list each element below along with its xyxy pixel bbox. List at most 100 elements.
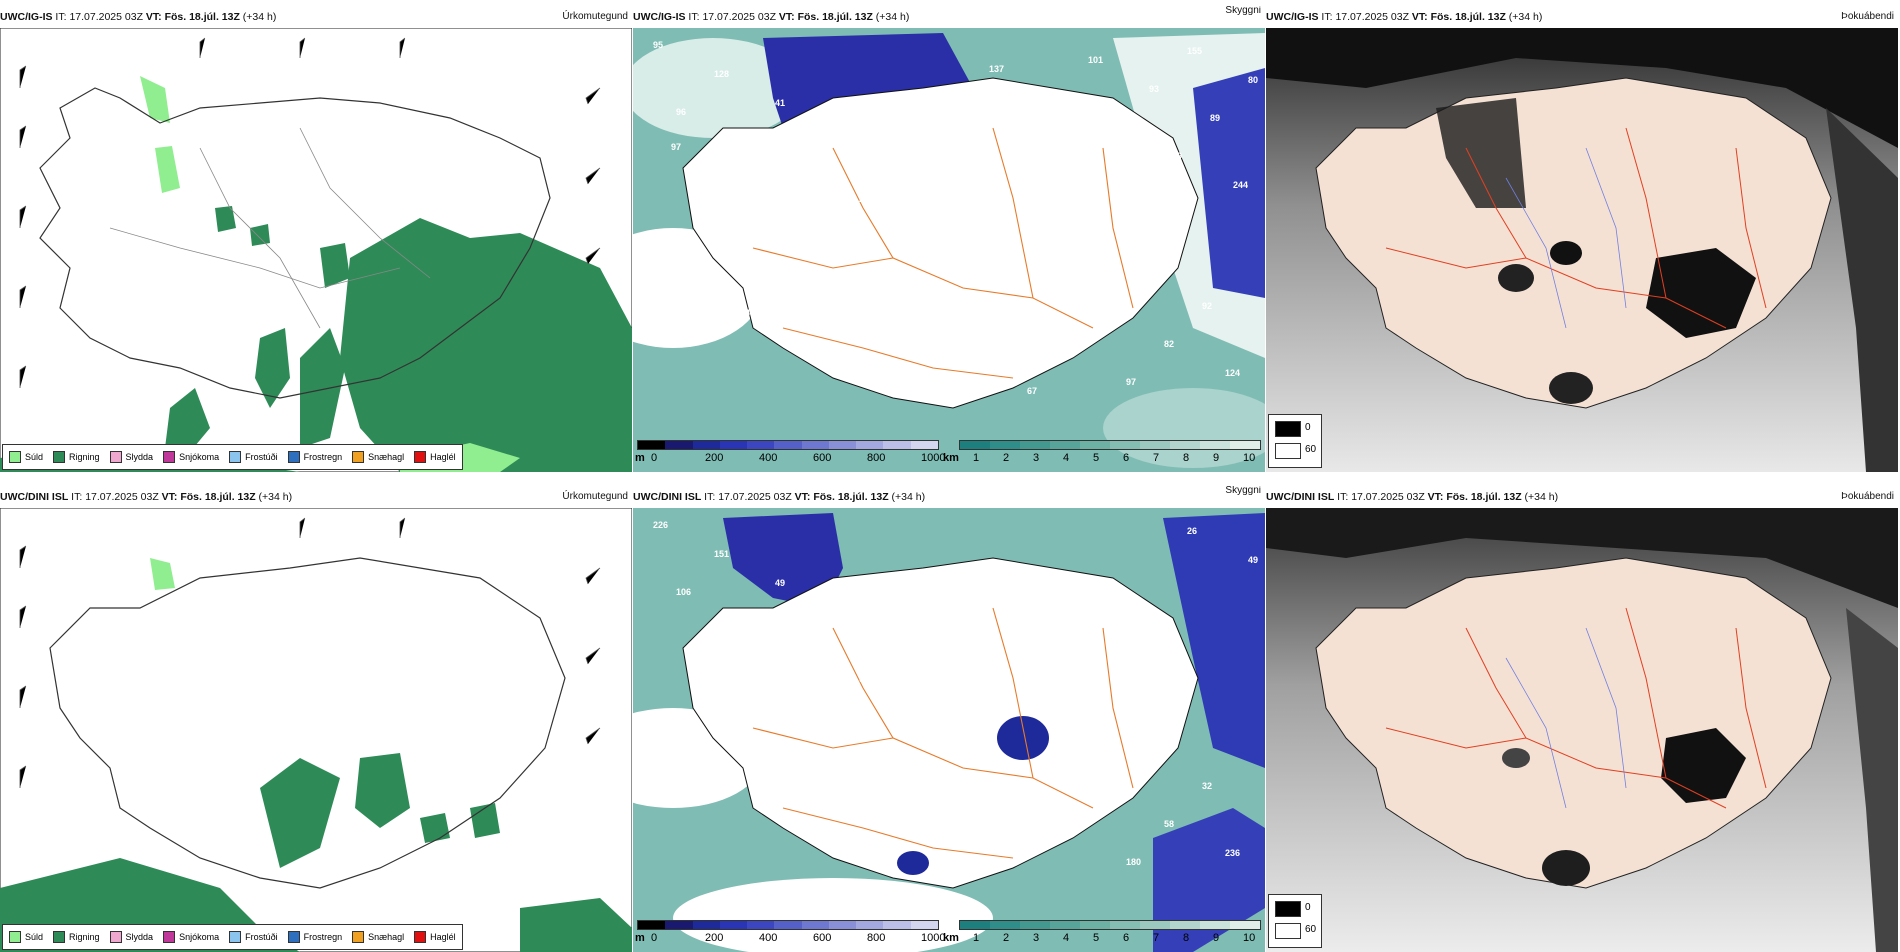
panel-title: Þokuábendi: [1841, 11, 1894, 22]
cloud-base-label: 41: [775, 98, 785, 108]
cloud-base-label: 49: [1042, 761, 1052, 771]
fog-map: 0 60: [1266, 508, 1898, 952]
panel-header: UWC/IG-IS IT: 17.07.2025 03Z VT: Fös. 18…: [633, 6, 1265, 28]
vt-value: Fös. 18.júl. 13Z: [164, 11, 240, 23]
cloud-base-label: 72: [943, 290, 953, 300]
visibility_scale-tick: 10: [1243, 932, 1256, 944]
legend-item-sleet: Slydda: [109, 931, 153, 943]
cloud-base-label: 93: [1149, 84, 1159, 94]
cloud-base-label: 180: [1126, 857, 1141, 867]
panel-title: Skyggni: [1225, 486, 1261, 496]
fog-map: 0 60: [1266, 28, 1898, 472]
visibility_scale-tick: 8: [1183, 932, 1190, 944]
cloud-base-label: 144: [928, 395, 943, 405]
visibility_scale-tick: 7: [1153, 452, 1160, 464]
cloud_base_scale-tick: 600: [813, 452, 832, 464]
visibility-unit: km: [943, 452, 959, 464]
cloud-base-label: 236: [1225, 848, 1240, 858]
model-name: UWC/DINI ISL: [0, 491, 69, 503]
visibility_scale-tick: 7: [1153, 932, 1160, 944]
fog-legend-swatch-low: [1275, 901, 1301, 917]
legend-item-freezing-drizzle: Frostúði: [229, 451, 278, 463]
panel-title: Úrkomutegund: [562, 491, 628, 502]
visibility_scale-tick: 10: [1243, 452, 1256, 464]
cloud-base-label: 159: [1042, 281, 1057, 291]
cloud-base-label: 26: [1187, 526, 1197, 536]
legend-item-freezing-rain: Frostregn: [287, 931, 342, 943]
lead-time: (+34 h): [242, 11, 277, 23]
cloud-base-label: 155: [1187, 46, 1202, 56]
it-label: IT:: [688, 11, 700, 23]
cloud-base-label: 151: [714, 549, 729, 559]
vt-label: VT:: [145, 11, 162, 23]
lead-time: (+34 h): [258, 491, 293, 503]
vt-label: VT:: [1427, 491, 1444, 503]
vt-value: Fös. 18.júl. 13Z: [813, 491, 889, 503]
visibility_scale-tick: 4: [1063, 452, 1070, 464]
cloud-base-label: 40: [745, 308, 755, 318]
visibility_scale-tick: 5: [1093, 452, 1100, 464]
visibility_scale-tick: 9: [1213, 932, 1220, 944]
cloud-base-label: 49: [1248, 555, 1258, 565]
legend-item-snow: Snjókoma: [163, 451, 219, 463]
cloud_base_scale-tick: 200: [705, 452, 724, 464]
cloud-base-label: 244: [1233, 180, 1248, 190]
precip-legend: Súld Rigning Slydda Snjókoma Frostúði Fr…: [2, 924, 463, 950]
fog-legend-low: 0: [1305, 422, 1311, 433]
legend-item-rain: Rigning: [53, 451, 100, 463]
cloud-base-label: 96: [676, 107, 686, 117]
cloud-base-label: 51: [981, 732, 991, 742]
cloud-base-label: 39: [1141, 752, 1151, 762]
it-label: IT:: [55, 11, 67, 23]
panel-title: Þokuábendi: [1841, 491, 1894, 502]
fog-legend-swatch-high: [1275, 443, 1301, 459]
it-value: 17.07.2025 03Z: [1335, 11, 1409, 23]
fog-legend: 0 60: [1268, 414, 1322, 468]
it-value: 17.07.2025 03Z: [1351, 491, 1425, 503]
visibility-colorbar: [959, 440, 1261, 450]
cloud-base-label: 119: [867, 366, 882, 376]
cloud-base-label: 42: [722, 241, 732, 251]
cloud-base-label: 116: [722, 721, 737, 731]
cloud-base-label: 226: [653, 520, 668, 530]
model-name: UWC/IG-IS: [0, 11, 53, 23]
cloud-base-label: 219: [1004, 799, 1019, 809]
visibility_scale-tick: 1: [973, 932, 980, 944]
visibility_scale-tick: 2: [1003, 932, 1010, 944]
cloud-base-label: 90: [897, 636, 907, 646]
cloud-base-label: 68: [905, 328, 915, 338]
cloud-base-label: 47: [1050, 93, 1060, 103]
cloud-base-label: 125: [737, 616, 752, 626]
cloud_base_scale-tick: 400: [759, 932, 778, 944]
cloud-base-label: 48: [920, 703, 930, 713]
vt-label: VT:: [1411, 11, 1428, 23]
clouds-map: 226 151 49 327 90 113 33 40 39 32 106 125 156 94 48 51 4…: [633, 508, 1265, 952]
panel-header: UWC/DINI ISL IT: 17.07.2025 03Z VT: Fös.…: [1266, 486, 1898, 508]
iceland-precip-map: [0, 28, 632, 472]
vt-label: VT:: [794, 491, 811, 503]
precip-type-panel-bottom: UWC/DINI ISL IT: 17.07.2025 03Z VT: Fös.…: [0, 486, 632, 952]
cloud-base-label: 156: [798, 645, 813, 655]
visibility-unit: km: [943, 932, 959, 944]
legend-item-hail: Haglél: [414, 451, 456, 463]
it-value: 17.07.2025 03Z: [69, 11, 143, 23]
iceland-fog-map: [1266, 28, 1898, 472]
clouds-map: 95 128 41 87 103 107 119 870 32 92 96 149 202 203 189 1…: [633, 28, 1265, 472]
cloud_base_scale-tick: 0: [651, 452, 658, 464]
legend-item-rain: Rigning: [53, 931, 100, 943]
cloud-base-label: 186: [981, 252, 996, 262]
cloud_base_scale-tick: 0: [651, 932, 658, 944]
panel-header: UWC/IG-IS IT: 17.07.2025 03Z VT: Fös. 18…: [1266, 6, 1898, 28]
cloud-base-colorbar: [637, 920, 939, 930]
iceland-precip-map: [0, 508, 632, 952]
iceland-clouds-map: 2261514932790113334039321061251569448514…: [633, 508, 1265, 952]
cloud-base-label: 189: [920, 223, 935, 233]
cloud-base-label: 202: [798, 165, 813, 175]
fog-legend: 0 60: [1268, 894, 1322, 948]
vt-value: Fös. 18.júl. 13Z: [180, 491, 256, 503]
legend-item-drizzle: Súld: [9, 451, 43, 463]
visibility_scale-tick: 6: [1123, 932, 1130, 944]
cloud-base-label: 66: [783, 270, 793, 280]
cloud-base-label: 107: [806, 337, 821, 347]
cloud-base-label: 77: [760, 683, 770, 693]
